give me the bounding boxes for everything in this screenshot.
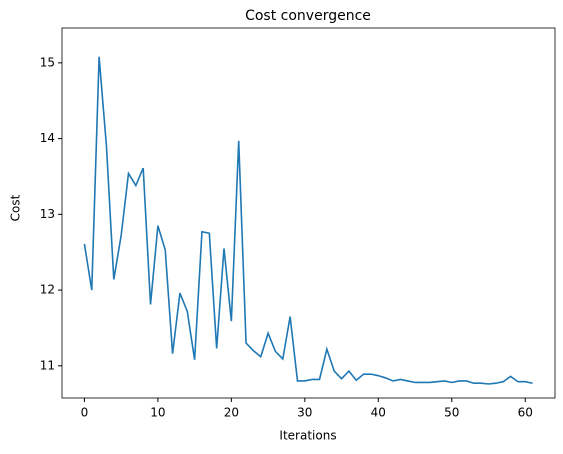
- y-tick-label: 14: [40, 131, 55, 145]
- x-tick-label: 20: [224, 406, 239, 420]
- y-tick-label: 13: [40, 207, 55, 221]
- x-axis-label: Iterations: [279, 429, 336, 443]
- line-series: [83, 56, 533, 385]
- y-tick-label: 12: [40, 283, 55, 297]
- x-tick-label: 60: [518, 406, 533, 420]
- x-tick-label: 0: [81, 406, 89, 420]
- x-tick-label: 10: [150, 406, 165, 420]
- chart-title: Cost convergence: [245, 8, 371, 24]
- y-axis-label: Cost: [9, 194, 23, 221]
- y-tick-label: 11: [40, 358, 55, 372]
- x-tick-label: 30: [297, 406, 312, 420]
- plot-frame: [61, 27, 556, 399]
- x-tick-label: 40: [371, 406, 386, 420]
- x-tick-label: 50: [444, 406, 459, 420]
- y-tick-label: 15: [40, 55, 55, 69]
